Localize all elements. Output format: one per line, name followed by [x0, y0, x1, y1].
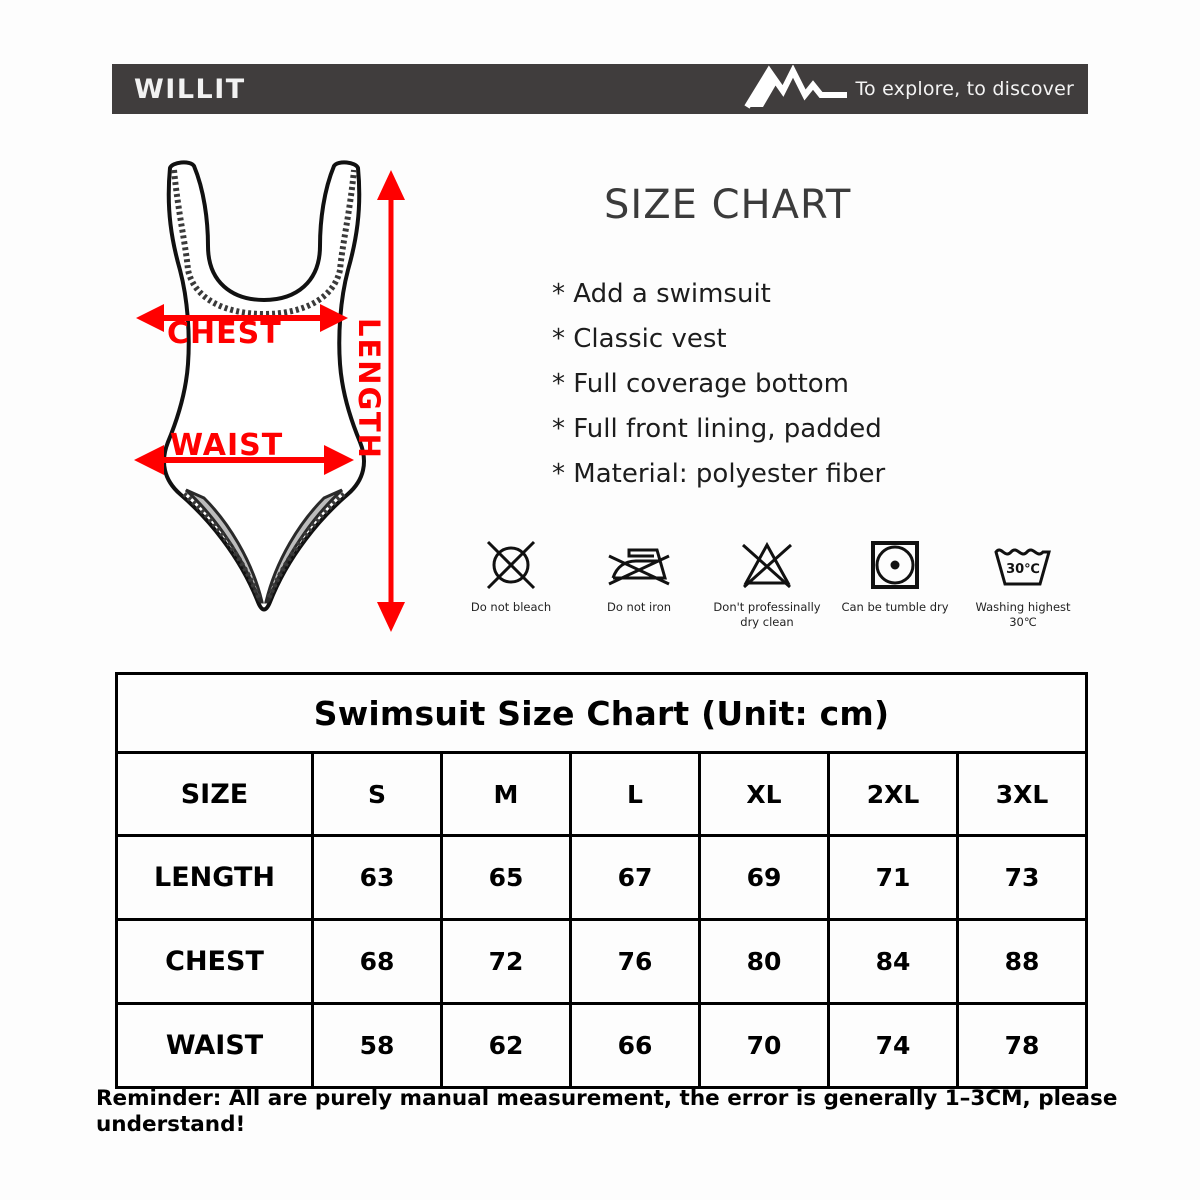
do-not-iron-icon: [607, 534, 671, 596]
table-row: LENGTH 63 65 67 69 71 73: [115, 834, 1089, 921]
tumble-dry-icon: [869, 534, 921, 596]
do-not-bleach-icon: [482, 534, 540, 596]
page-title: SIZE CHART: [604, 182, 852, 228]
cell-length-s: 63: [311, 834, 443, 921]
table-header-row: SIZE S M L XL 2XL 3XL: [115, 751, 1089, 837]
cell-waist-m: 62: [440, 1002, 572, 1089]
brand-name: WILLIT: [134, 73, 246, 105]
cell-length-2xl: 71: [827, 834, 959, 921]
cell-waist-2xl: 74: [827, 1002, 959, 1089]
size-chart-table-wrapper: Swimsuit Size Chart (Unit: cm) SIZE S M …: [114, 672, 1089, 1089]
wash-temperature: 30℃: [1006, 562, 1040, 577]
list-item: * Classic vest: [552, 324, 727, 354]
row-label-length: LENGTH: [115, 834, 314, 921]
tagline-text: To explore, to discover: [855, 78, 1074, 100]
cell-waist-s: 58: [311, 1002, 443, 1089]
chest-arrow: [136, 304, 348, 332]
row-label-chest: CHEST: [115, 918, 314, 1005]
length-arrow: [377, 170, 405, 632]
table-title-row: Swimsuit Size Chart (Unit: cm): [114, 672, 1089, 754]
table-title: Swimsuit Size Chart (Unit: cm): [114, 672, 1089, 754]
feature-list: * Add a swimsuit * Classic vest * Full c…: [552, 272, 1072, 497]
cell-waist-xl: 70: [698, 1002, 830, 1089]
column-header-size: SIZE: [115, 751, 314, 837]
care-caption: Don't professinally dry clean: [713, 600, 821, 629]
chest-label: CHEST: [167, 316, 282, 351]
care-item-do-not-bleach: Do not bleach: [452, 534, 570, 630]
cell-waist-l: 66: [569, 1002, 701, 1089]
table-row: CHEST 68 72 76 80 84 88: [115, 918, 1089, 1005]
cell-chest-m: 72: [440, 918, 572, 1005]
table-row: WAIST 58 62 66 70 74 78: [115, 1002, 1089, 1089]
swimsuit-illustration: CHEST WAIST: [112, 150, 442, 650]
cell-chest-2xl: 84: [827, 918, 959, 1005]
column-header-l: L: [569, 751, 701, 837]
brand-tagline-group: To explore, to discover: [743, 63, 1074, 114]
column-header-m: M: [440, 751, 572, 837]
list-item: * Add a swimsuit: [552, 279, 771, 309]
do-not-dry-clean-icon: [738, 534, 796, 596]
cell-length-m: 65: [440, 834, 572, 921]
care-caption: Can be tumble dry: [841, 600, 949, 614]
list-item: * Full front lining, padded: [552, 414, 882, 444]
care-item-wash-30c: 30℃ Washing highest 30℃: [964, 534, 1082, 630]
measurement-reminder: Reminder: All are purely manual measurem…: [96, 1086, 1118, 1137]
cell-chest-3xl: 88: [955, 918, 1089, 1005]
care-caption: Do not bleach: [470, 600, 552, 614]
list-item: * Material: polyester fiber: [552, 459, 886, 489]
column-header-2xl: 2XL: [827, 751, 959, 837]
cell-length-3xl: 73: [955, 834, 1089, 921]
size-chart-table: Swimsuit Size Chart (Unit: cm) SIZE S M …: [114, 672, 1089, 1089]
cell-chest-l: 76: [569, 918, 701, 1005]
row-label-waist: WAIST: [115, 1002, 314, 1089]
cell-waist-3xl: 78: [955, 1002, 1089, 1089]
wash-30c-icon: 30℃: [991, 534, 1055, 596]
column-header-3xl: 3XL: [955, 751, 1089, 837]
length-label: LENGTH: [352, 318, 386, 460]
care-item-do-not-iron: Do not iron: [580, 534, 698, 630]
care-symbol-row: Do not bleach Do not iron: [452, 534, 1082, 630]
list-item: * Full coverage bottom: [552, 369, 849, 399]
column-header-s: S: [311, 751, 443, 837]
column-header-xl: XL: [698, 751, 830, 837]
mountain-peaks-icon: [743, 63, 851, 114]
care-item-do-not-dry-clean: Don't professinally dry clean: [708, 534, 826, 630]
care-item-tumble-dry: Can be tumble dry: [836, 534, 954, 630]
cell-length-l: 67: [569, 834, 701, 921]
length-measure-group: LENGTH: [352, 168, 440, 638]
cell-chest-xl: 80: [698, 918, 830, 1005]
waist-label: WAIST: [170, 428, 284, 463]
brand-header-bar: WILLIT To explore, to discover: [112, 63, 1088, 114]
cell-chest-s: 68: [311, 918, 443, 1005]
care-caption: Washing highest 30℃: [975, 600, 1071, 629]
waist-arrow: [134, 445, 354, 475]
care-caption: Do not iron: [606, 600, 672, 614]
cell-length-xl: 69: [698, 834, 830, 921]
